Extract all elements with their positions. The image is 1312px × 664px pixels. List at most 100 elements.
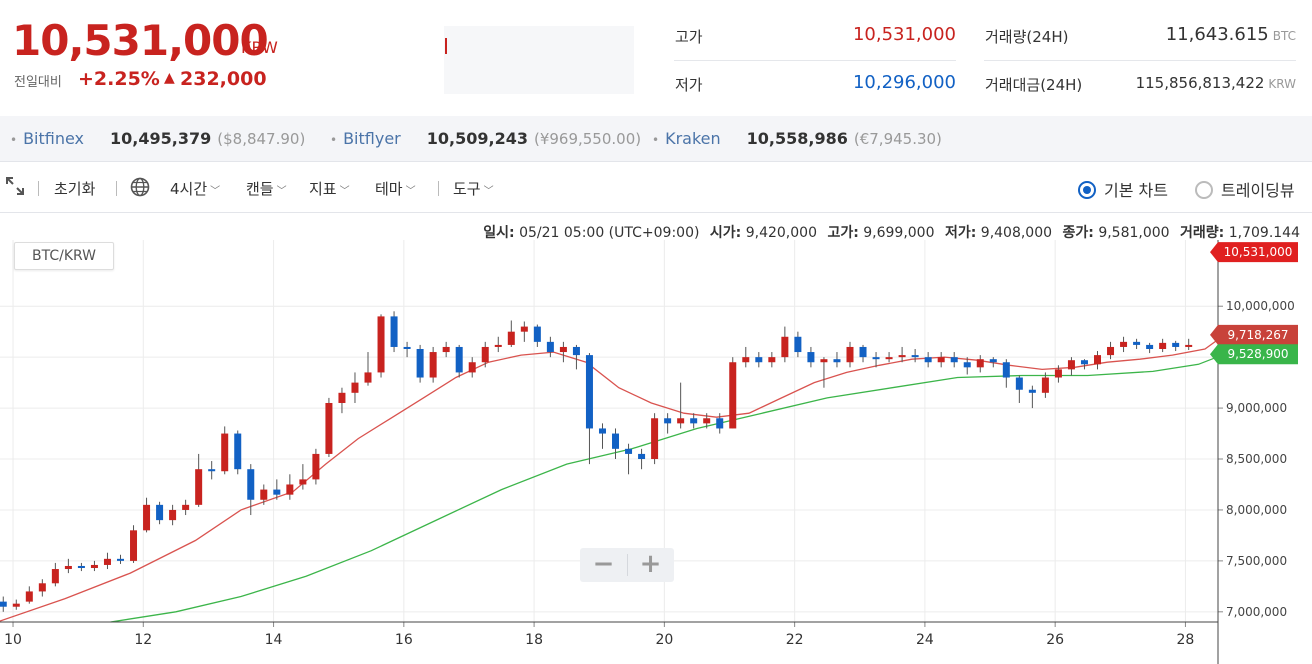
- candle-body: [507, 331, 515, 345]
- mini-chart: [444, 26, 634, 94]
- candle: [51, 562, 59, 587]
- reset-button[interactable]: 초기화: [54, 180, 96, 198]
- x-tick-label: 26: [1046, 632, 1064, 648]
- theme-dropdown[interactable]: 테마 ﹀: [375, 178, 416, 199]
- candle-body: [911, 355, 919, 358]
- candle: [976, 355, 984, 373]
- low-value: 10,296,000: [852, 72, 956, 93]
- candle: [1120, 336, 1128, 353]
- candle: [299, 464, 307, 490]
- candle: [911, 348, 919, 363]
- exchange-name: Bitfinex: [23, 129, 85, 148]
- candle: [781, 326, 789, 363]
- tools-dropdown[interactable]: 도구 ﹀: [453, 178, 494, 199]
- candle-body: [598, 428, 606, 434]
- chevron-down-icon: ﹀: [210, 186, 221, 197]
- low-label: 저가:: [944, 225, 977, 241]
- candle: [963, 357, 971, 375]
- globe-icon[interactable]: [130, 177, 150, 201]
- candle: [429, 346, 437, 383]
- bullet-icon: •: [10, 133, 18, 147]
- exchange-price: 10,495,379: [110, 129, 212, 148]
- candle-body: [1028, 389, 1036, 393]
- turnover-number: 115,856,813,422: [1135, 74, 1265, 92]
- candle: [247, 464, 255, 516]
- exchange-kraken[interactable]: • Kraken 10,558,986 (€7,945.30): [652, 129, 942, 148]
- high-label: 고가: [675, 28, 703, 46]
- low-label: 저가: [675, 76, 703, 94]
- candle: [455, 344, 463, 378]
- price-tag-label: 9,528,900: [1227, 347, 1288, 361]
- candle: [859, 344, 867, 363]
- candle-body: [820, 359, 828, 363]
- candle: [937, 352, 945, 368]
- interval-dropdown[interactable]: 4시간 ﹀: [170, 178, 220, 199]
- candle-body: [1172, 342, 1180, 347]
- candle-body: [338, 392, 346, 403]
- chevron-down-icon: ﹀: [483, 186, 494, 197]
- candle: [924, 352, 932, 368]
- candle: [1015, 375, 1023, 403]
- candle-body: [286, 484, 294, 495]
- candle-body: [690, 418, 698, 424]
- candle: [38, 579, 46, 597]
- y-tick-label: 7,000,000: [1226, 605, 1287, 619]
- candle-body: [90, 564, 98, 569]
- candle-body: [12, 603, 20, 607]
- candle-body: [51, 569, 59, 584]
- candle: [169, 504, 177, 526]
- zoom-in-button[interactable]: +: [639, 549, 662, 579]
- candle-body: [651, 418, 659, 460]
- candle: [872, 352, 880, 368]
- toolbar-divider: [438, 181, 439, 196]
- current-price: 10,531,000: [12, 16, 269, 65]
- volume-unit: BTC: [1272, 29, 1296, 43]
- candle-body: [898, 355, 906, 358]
- zoom-out-button[interactable]: −: [592, 549, 615, 579]
- candle: [468, 357, 476, 378]
- mini-chart-svg: [445, 38, 447, 54]
- candle: [103, 552, 111, 570]
- price-tag-bg: [1210, 242, 1298, 263]
- candle: [1080, 359, 1088, 370]
- exchange-bitfinex[interactable]: • Bitfinex 10,495,379 ($8,847.90): [10, 129, 305, 148]
- candle-body: [794, 336, 802, 353]
- candle-body: [755, 357, 763, 363]
- candle: [520, 321, 528, 342]
- candle-info-line: 일시: 05/21 05:00 (UTC+09:00) 시가: 9,420,00…: [477, 222, 1300, 242]
- price-chart[interactable]: 10,000,0009,500,0009,000,0008,500,0008,0…: [0, 240, 1312, 664]
- candle: [260, 484, 268, 505]
- close-value: 9,581,000: [1098, 225, 1170, 241]
- tradingview-radio[interactable]: 트레이딩뷰: [1195, 177, 1295, 201]
- y-tick-label: 8,000,000: [1226, 503, 1287, 517]
- candle-body: [1041, 377, 1049, 393]
- basic-chart-radio[interactable]: 기본 차트: [1078, 177, 1168, 201]
- exchange-alt-price: (€7,945.30): [853, 130, 942, 148]
- candle-body: [963, 362, 971, 368]
- high-value: 9,699,000: [863, 225, 935, 241]
- exchange-bitflyer[interactable]: • Bitflyer 10,509,243 (¥969,550.00): [330, 129, 641, 148]
- candle: [807, 346, 815, 368]
- price-tag-label: 10,531,000: [1224, 245, 1293, 259]
- basic-chart-label: 기본 차트: [1104, 181, 1168, 200]
- candle-body: [585, 355, 593, 429]
- price-unit: KRW: [241, 38, 278, 57]
- candle-body: [208, 469, 216, 472]
- candle: [64, 558, 72, 574]
- x-tick-label: 18: [525, 632, 543, 648]
- candle: [351, 372, 359, 403]
- candle-body: [364, 372, 372, 383]
- candle: [1041, 372, 1049, 398]
- moving-average-long: [110, 353, 1225, 623]
- change-amount: 232,000: [180, 68, 267, 90]
- candle-dropdown[interactable]: 캔들 ﹀: [246, 178, 287, 199]
- candle-body: [533, 326, 541, 342]
- indicator-dropdown[interactable]: 지표 ﹀: [309, 178, 350, 199]
- fullscreen-icon[interactable]: [6, 177, 24, 199]
- price-tag: 9,718,267: [1210, 324, 1298, 345]
- exchange-alt-price: (¥969,550.00): [533, 130, 642, 148]
- candle-body: [1094, 355, 1102, 365]
- price-tag-bg: [1210, 324, 1298, 345]
- candle: [143, 497, 151, 533]
- candle: [989, 357, 997, 368]
